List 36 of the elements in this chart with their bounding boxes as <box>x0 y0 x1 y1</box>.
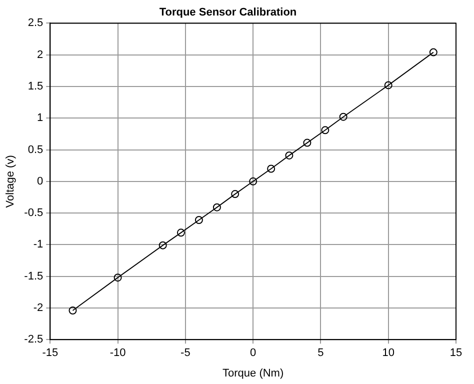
y-tick-label: 0.5 <box>28 144 44 156</box>
point <box>285 151 294 160</box>
y-axis-title: Voltage (v) <box>4 155 17 208</box>
x-axis-title: Torque (Nm) <box>222 367 284 380</box>
point <box>194 216 203 224</box>
y-tick-label: -2.5 <box>24 334 44 346</box>
point <box>249 177 258 186</box>
point <box>303 138 312 147</box>
x-tick-label: -15 <box>42 347 58 360</box>
chart-title: Torque Sensor Calibration <box>159 6 297 19</box>
y-tick-label: -2 <box>33 302 44 314</box>
point <box>321 126 330 134</box>
point <box>429 48 438 56</box>
point <box>114 274 122 282</box>
x-tick-label: 0 <box>250 347 256 360</box>
x-tick-label: 15 <box>450 347 462 360</box>
y-tick-label: 0 <box>37 175 44 188</box>
point <box>339 112 348 121</box>
point <box>68 306 77 314</box>
y-tick-label: -0.5 <box>24 207 44 220</box>
x-tick-label: -5 <box>180 347 190 360</box>
point <box>384 81 392 90</box>
x-tick-label: 10 <box>382 347 394 360</box>
y-tick-label: -1.5 <box>24 270 44 282</box>
y-tick-label: 2 <box>37 48 44 61</box>
point <box>231 190 240 198</box>
point <box>158 241 167 250</box>
y-tick-label: 2.5 <box>28 17 44 30</box>
point <box>267 164 276 173</box>
y-tick-label: 1 <box>37 112 44 124</box>
point <box>212 203 221 212</box>
y-tick-label: 1.5 <box>28 80 44 93</box>
y-tick-label: -1 <box>33 238 44 251</box>
x-tick-label: -10 <box>110 347 126 360</box>
x-tick-label: 5 <box>318 347 324 360</box>
point <box>176 228 185 237</box>
